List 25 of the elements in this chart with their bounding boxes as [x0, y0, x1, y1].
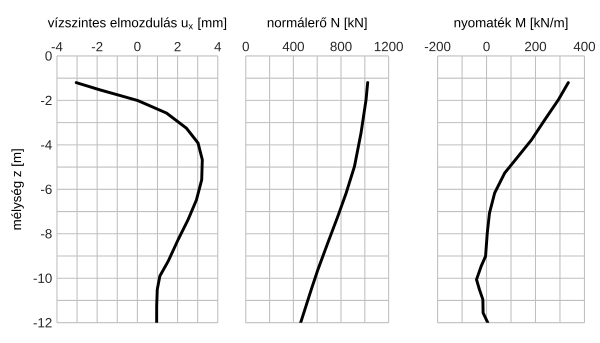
x-tick-label: 2: [174, 42, 181, 52]
x-tick-label: 800: [330, 42, 352, 52]
x-axis-title: nyomaték M [kN/m]: [454, 18, 568, 30]
x-tick-label: 400: [574, 42, 596, 52]
y-tick-label: -12: [34, 318, 52, 328]
x-tick-label: 200: [525, 42, 546, 52]
y-tick-label: -8: [40, 229, 52, 239]
x-tick-label: -200: [424, 42, 450, 52]
x-tick-label: 400: [282, 42, 304, 52]
x-tick-label: 0: [242, 42, 249, 52]
y-tick-label: -4: [40, 140, 52, 150]
y-tick-label: -2: [40, 96, 52, 106]
x-tick-label: 0: [134, 42, 141, 52]
y-tick-label: -6: [40, 184, 52, 194]
y-axis-title: mélység z [m]: [11, 149, 24, 230]
x-tick-label: -2: [92, 42, 102, 52]
x-axis-title: normálerő N [kN]: [268, 18, 367, 30]
x-tick-label: -4: [52, 42, 62, 52]
x-tick-label: 1200: [374, 42, 403, 52]
y-tick-label: -10: [34, 274, 52, 284]
x-axis-title: vízszintes elmozdulás u$_{x}$ [mm]: [48, 18, 226, 30]
y-tick-label: 0: [45, 51, 52, 61]
x-tick-label: 0: [483, 42, 490, 52]
line-series: [74, 81, 204, 323]
x-tick-label: 4: [214, 42, 222, 52]
